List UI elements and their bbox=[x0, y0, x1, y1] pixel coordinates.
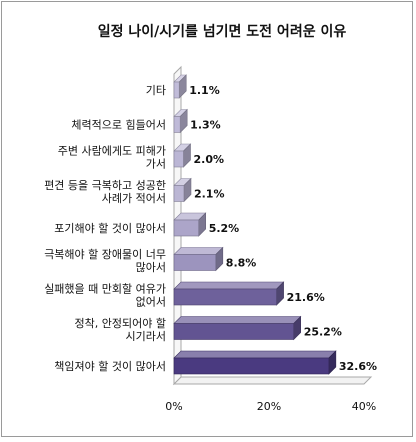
bar bbox=[173, 143, 192, 168]
bar bbox=[173, 74, 187, 99]
bar bbox=[173, 281, 285, 306]
bar bbox=[173, 246, 224, 272]
bar-front-face bbox=[173, 323, 294, 340]
chart-title: 일정 나이/시기를 넘기면 도전 어려운 이유 bbox=[98, 23, 347, 40]
bar-top-face bbox=[173, 316, 302, 324]
bars-layer: 1.1% 1.3% 2.0% 2.1% 5.2% 8.8% 21.6% 25.2% 32.6% bbox=[173, 74, 377, 375]
bar bbox=[173, 177, 192, 203]
bar-front-face bbox=[173, 288, 277, 306]
plot-floor bbox=[172, 376, 373, 385]
value-label: 21.6% bbox=[287, 291, 325, 304]
x-tick-label: 0% bbox=[165, 400, 182, 413]
bar bbox=[173, 108, 188, 134]
bar bbox=[173, 315, 302, 341]
bar-front-face bbox=[173, 254, 217, 271]
category-label: 주변 사람에게도 피해가 가서 bbox=[58, 144, 166, 171]
category-label: 책임져야 할 것이 많아서 bbox=[54, 360, 166, 373]
x-tick-label: 40% bbox=[352, 400, 376, 413]
bar-top-face bbox=[173, 247, 224, 255]
category-label: 실패했을 때 만회할 여유가 없어서 bbox=[44, 283, 166, 309]
x-tick-label: 20% bbox=[257, 400, 281, 413]
value-label: 2.1% bbox=[194, 188, 225, 201]
value-label: 25.2% bbox=[304, 326, 342, 339]
bar-front-face bbox=[173, 81, 180, 99]
category-label: 기타 bbox=[146, 84, 166, 97]
value-label: 2.0% bbox=[194, 153, 225, 166]
x-axis-ticks: 0% 20% 40% bbox=[165, 400, 376, 413]
value-label: 8.8% bbox=[226, 257, 257, 270]
category-label: 체력적으로 힘들어서 bbox=[71, 119, 166, 132]
bar bbox=[173, 350, 337, 375]
bar bbox=[173, 212, 207, 237]
category-label: 정착, 안정되어야 할 시기라서 bbox=[75, 317, 166, 343]
bar-front-face bbox=[173, 219, 200, 237]
bar-top-face bbox=[173, 350, 337, 359]
bar-front-face bbox=[173, 185, 185, 202]
value-label: 32.6% bbox=[339, 360, 377, 373]
bar-front-face bbox=[173, 357, 330, 375]
category-label: 포기해야 할 것이 많아서 bbox=[54, 221, 166, 235]
value-label: 1.1% bbox=[189, 84, 220, 97]
value-label: 1.3% bbox=[190, 119, 221, 132]
category-label: 극복해야 할 장애물이 너무 많아서 bbox=[44, 247, 166, 274]
value-label: 5.2% bbox=[209, 222, 240, 235]
bar-top-face bbox=[173, 281, 285, 290]
category-label: 편견 등을 극복하고 성공한 사례가 적어서 bbox=[44, 178, 166, 205]
bar-front-face bbox=[173, 150, 184, 168]
bar-front-face bbox=[173, 116, 181, 133]
chart-frame: 일정 나이/시기를 넘기면 도전 어려운 이유 1.1% 1.3% 2.0% 2.1%… bbox=[1, 1, 413, 437]
